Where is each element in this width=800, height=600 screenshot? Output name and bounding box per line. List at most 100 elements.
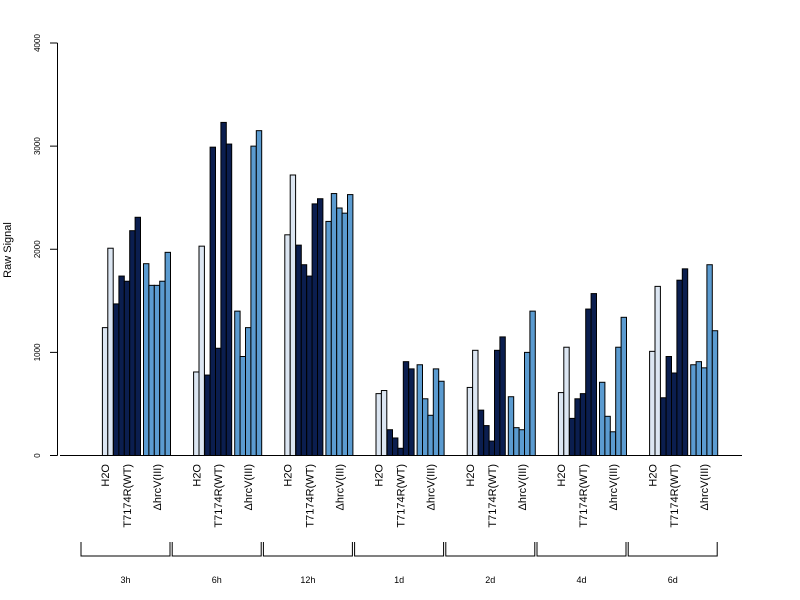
- y-axis-label: Raw Signal: [2, 222, 14, 278]
- bar: [239, 356, 247, 456]
- bar: [225, 143, 233, 456]
- bar: [671, 372, 678, 456]
- bar: [220, 121, 227, 456]
- bars: [101, 121, 719, 457]
- bar: [599, 381, 606, 456]
- bar: [466, 386, 474, 456]
- bar: [306, 275, 313, 456]
- bar: [649, 350, 656, 456]
- bar: [563, 346, 570, 456]
- group-label: ΔhrcV(III): [608, 464, 620, 510]
- bar: [654, 285, 661, 457]
- time-label: 3h: [120, 575, 130, 585]
- bar: [380, 390, 388, 456]
- group-label: T7174R(WT): [487, 464, 499, 528]
- bar: [427, 414, 434, 456]
- time-label: 6d: [668, 575, 678, 585]
- bar: [695, 361, 702, 456]
- bar: [432, 368, 440, 457]
- bar: [585, 308, 592, 456]
- bar: [330, 193, 338, 456]
- group-labels: H2O T7174R(WT) ΔhrcV(III) H2O T7174R(WT) Δhrc…: [100, 464, 711, 528]
- bar: [255, 130, 263, 456]
- group-label: H2O: [556, 464, 568, 487]
- y-tick-label: 2000: [33, 240, 42, 258]
- bar: [711, 330, 719, 456]
- bar: [118, 275, 125, 456]
- bar: [129, 230, 136, 456]
- bar: [416, 364, 424, 456]
- group-label: H2O: [100, 464, 112, 487]
- bar: [234, 310, 241, 457]
- bar: [289, 174, 297, 456]
- bar: [193, 371, 200, 456]
- bar: [665, 356, 672, 456]
- bar: [579, 393, 587, 457]
- bar: [524, 351, 531, 457]
- group-label: T7174R(WT): [396, 464, 408, 528]
- bar: [402, 361, 410, 456]
- time-label: 1d: [394, 575, 404, 585]
- bar: [284, 234, 291, 456]
- bar: [494, 349, 501, 456]
- time-label: 4d: [576, 575, 586, 585]
- bar: [295, 244, 302, 457]
- time-brackets: 3h 6h 12h 1d 2d 4d 6d: [80, 542, 718, 585]
- bar: [507, 396, 515, 456]
- time-bracket: [262, 542, 353, 557]
- bar: [604, 415, 611, 456]
- bar: [250, 145, 257, 457]
- bar: [477, 409, 485, 457]
- bar: [107, 247, 114, 456]
- bar: [143, 263, 150, 456]
- bar: [341, 212, 349, 456]
- y-tick-label: 4000: [33, 34, 42, 52]
- y-tick-label: 3000: [33, 137, 42, 155]
- group-label: T7174R(WT): [122, 464, 134, 528]
- bar: [590, 293, 597, 456]
- group-label: T7174R(WT): [304, 464, 316, 528]
- time-bracket: [80, 542, 171, 557]
- bar: [311, 203, 319, 457]
- bar: [499, 336, 506, 456]
- bar: [609, 431, 617, 456]
- bar: [123, 280, 131, 456]
- time-bracket: [445, 542, 536, 557]
- bar: [325, 220, 332, 456]
- group-label: ΔhrcV(III): [334, 464, 346, 510]
- group-label: H2O: [647, 464, 659, 487]
- y-tick-label: 1000: [33, 343, 42, 361]
- group-label: ΔhrcV(III): [152, 464, 164, 510]
- bar: [681, 268, 689, 456]
- bar: [386, 429, 394, 457]
- group-label: ΔhrcV(III): [426, 464, 438, 510]
- time-label: 2d: [485, 575, 495, 585]
- group-label: H2O: [374, 464, 386, 487]
- group-label: T7174R(WT): [578, 464, 590, 528]
- bar: [134, 216, 142, 456]
- group-label: ΔhrcV(III): [243, 464, 255, 510]
- bar: [483, 425, 490, 456]
- bar: [513, 427, 520, 457]
- bar: [245, 327, 252, 457]
- bar: [164, 251, 172, 456]
- bar: [336, 207, 343, 456]
- bar: [701, 367, 708, 456]
- time-bracket: [354, 542, 445, 557]
- time-bracket: [171, 542, 262, 557]
- bar: [159, 280, 166, 456]
- bar: [472, 349, 479, 456]
- bar: [574, 398, 581, 456]
- group-label: H2O: [191, 464, 203, 487]
- group-label: H2O: [465, 464, 477, 487]
- bar: [518, 429, 525, 457]
- group-label: ΔhrcV(III): [517, 464, 529, 510]
- time-label: 6h: [212, 575, 222, 585]
- time-bracket: [536, 542, 627, 557]
- bar: [375, 393, 382, 457]
- bar: [397, 447, 404, 456]
- bar: [557, 392, 565, 456]
- bar: [676, 279, 683, 456]
- bar: [615, 346, 622, 456]
